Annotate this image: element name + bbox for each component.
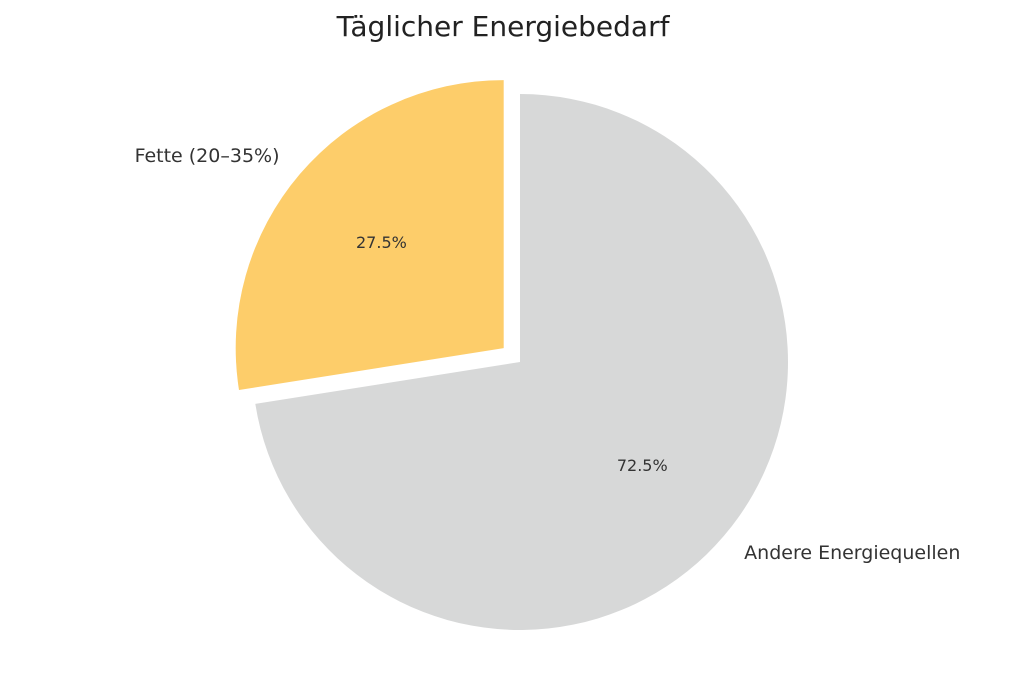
pie-slice xyxy=(235,80,504,391)
value-label: 72.5% xyxy=(617,456,668,475)
slice-label: Andere Energiequellen xyxy=(744,542,960,564)
slice-label: Fette (20–35%) xyxy=(135,145,280,167)
value-label: 27.5% xyxy=(356,233,407,252)
pie-slice xyxy=(255,94,788,630)
chart-title: Täglicher Energiebedarf xyxy=(336,10,671,43)
